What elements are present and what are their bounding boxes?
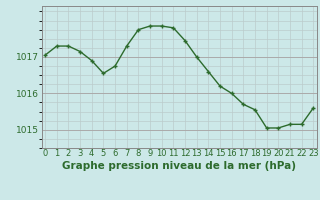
X-axis label: Graphe pression niveau de la mer (hPa): Graphe pression niveau de la mer (hPa): [62, 161, 296, 171]
